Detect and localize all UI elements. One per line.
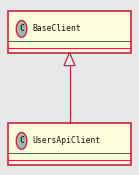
Ellipse shape	[16, 20, 27, 37]
FancyBboxPatch shape	[8, 10, 131, 52]
Polygon shape	[64, 52, 75, 66]
Text: C: C	[19, 24, 24, 33]
Text: C: C	[19, 136, 24, 145]
FancyBboxPatch shape	[8, 122, 131, 164]
Text: BaseClient: BaseClient	[33, 24, 81, 33]
Text: UsersApiClient: UsersApiClient	[33, 136, 101, 145]
Ellipse shape	[16, 132, 27, 149]
